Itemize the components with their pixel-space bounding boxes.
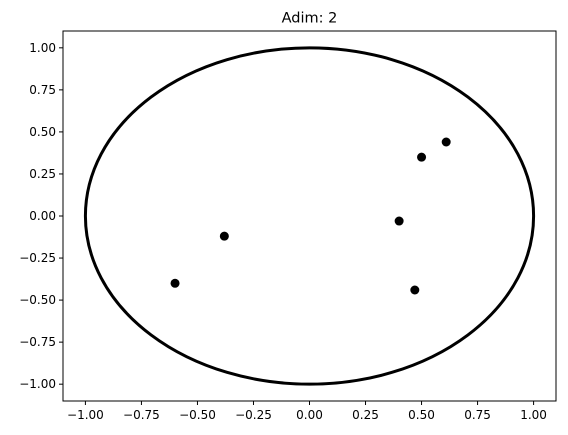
y-tick-label: −0.75 <box>19 335 56 349</box>
y-tick-label: 0.50 <box>29 125 56 139</box>
y-tick-label: −1.00 <box>19 377 56 391</box>
x-axis: −1.00 −0.75 −0.50 −0.25 0.00 0.25 0.50 0.75 1.00 <box>67 401 547 422</box>
y-tick-label: −0.25 <box>19 251 56 265</box>
scatter-point-1 <box>441 137 451 147</box>
scatter-point-2 <box>417 152 427 162</box>
y-tick-label: 0.00 <box>29 209 56 223</box>
y-tick-label: 0.75 <box>29 83 56 97</box>
x-tick-label: −0.25 <box>235 408 272 422</box>
y-axis: −1.00 −0.75 −0.50 −0.25 0.00 0.25 0.50 0.75 1.00 <box>19 41 63 391</box>
x-tick-label: 0.75 <box>464 408 491 422</box>
y-tick-label: −0.50 <box>19 293 56 307</box>
chart-title: Adim: 2 <box>282 11 338 27</box>
scatter-point-3 <box>394 216 404 226</box>
x-tick-label: 1.00 <box>520 408 547 422</box>
x-tick-label: 0.50 <box>408 408 435 422</box>
axes-frame <box>62 30 557 402</box>
scatter-point-5 <box>219 231 229 241</box>
x-tick-label: −1.00 <box>67 408 104 422</box>
x-tick-label: 0.25 <box>352 408 379 422</box>
y-tick-label: 1.00 <box>29 41 56 55</box>
scatter-point-6 <box>170 278 180 288</box>
y-tick-label: 0.25 <box>29 167 56 181</box>
x-tick-label: 0.00 <box>296 408 323 422</box>
unit-circle <box>83 46 536 386</box>
scatter-point-4 <box>410 285 420 295</box>
x-tick-label: −0.50 <box>179 408 216 422</box>
x-tick-label: −0.75 <box>123 408 160 422</box>
plot-area <box>83 46 536 386</box>
